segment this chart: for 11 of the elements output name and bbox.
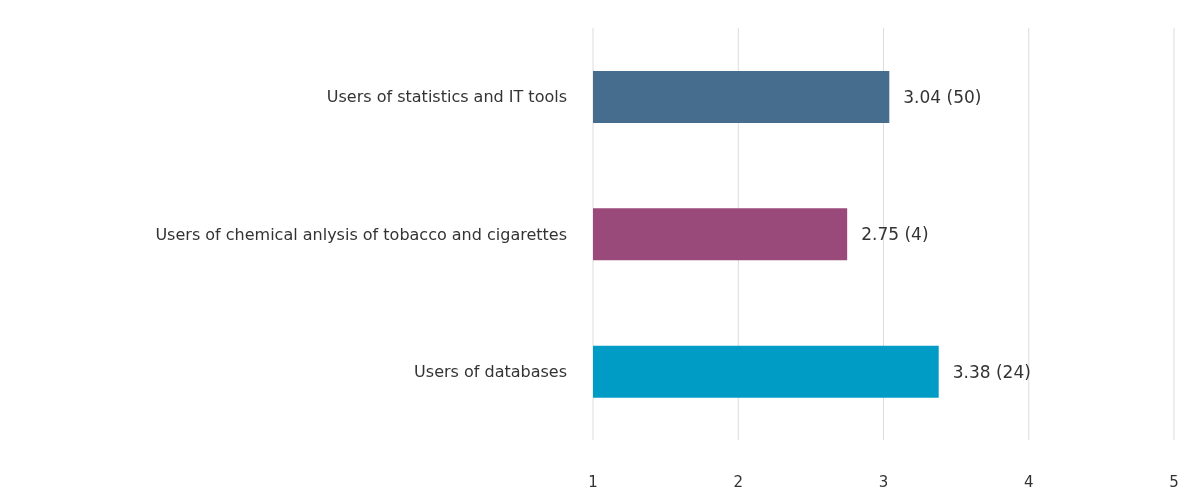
x-tick-label: 5 bbox=[1169, 472, 1179, 491]
y-tick-label: Users of databases bbox=[414, 362, 567, 382]
data-label: 3.38 (24) bbox=[952, 361, 1031, 382]
y-tick-label: Users of chemical anlysis of tobacco and cigarettes bbox=[155, 224, 567, 244]
y-tick-label: Users of statistics and IT tools bbox=[326, 87, 567, 107]
x-tick-label: 1 bbox=[588, 472, 598, 491]
data-label: 2.75 (4) bbox=[861, 224, 929, 245]
x-tick-label: 3 bbox=[878, 472, 889, 491]
x-tick-label: 2 bbox=[733, 472, 744, 491]
data-label: 3.04 (50) bbox=[903, 87, 982, 108]
x-tick-label: 4 bbox=[1023, 472, 1034, 491]
